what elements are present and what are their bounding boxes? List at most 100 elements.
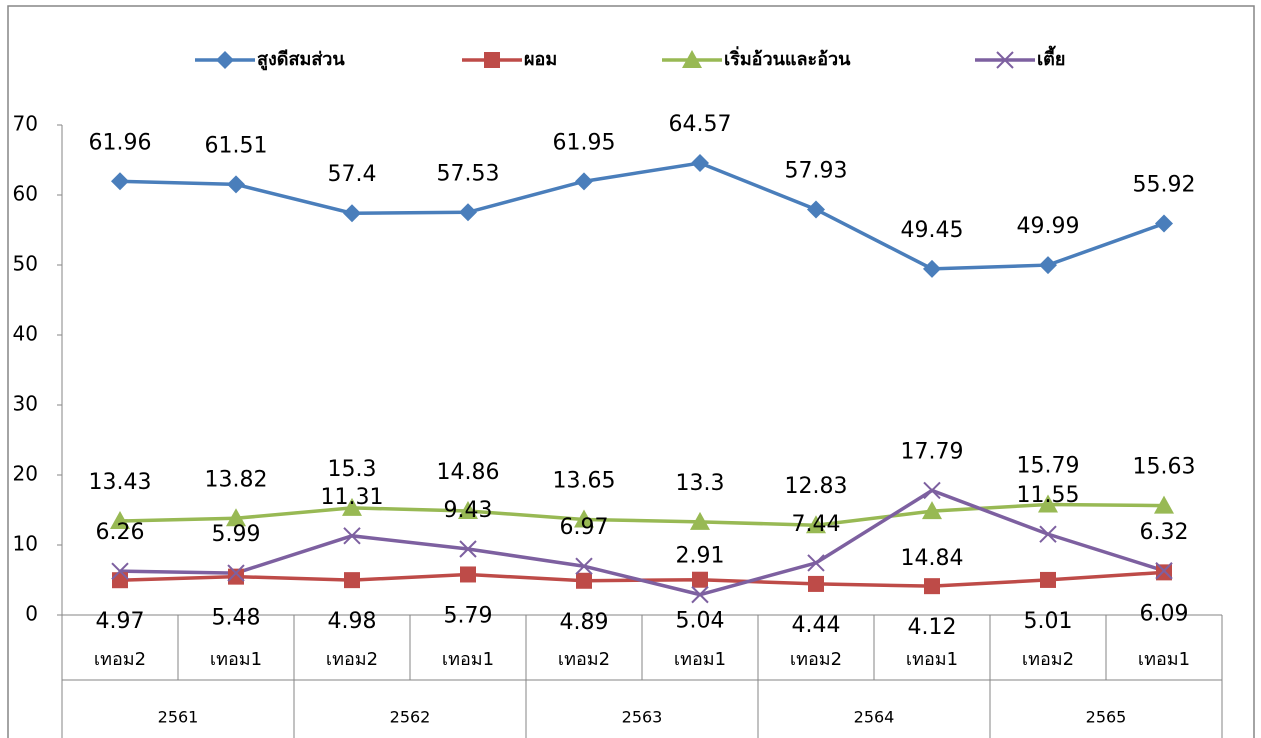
marker: [459, 540, 477, 558]
data-label: 5.48: [212, 606, 261, 631]
y-tick-label: 50: [13, 252, 38, 276]
marker: [576, 572, 592, 589]
x-tick-label: เทอม2: [1022, 649, 1074, 670]
group-label: 2564: [854, 708, 895, 727]
data-label: 2.91: [676, 544, 725, 569]
data-label: 5.04: [676, 609, 725, 634]
legend-label: สูงดีสมส่วน: [257, 49, 345, 71]
marker: [460, 566, 476, 583]
marker: [1154, 495, 1174, 514]
x-tick-label: เทอม1: [442, 649, 494, 670]
data-label: 15.3: [328, 457, 377, 482]
marker: [342, 497, 362, 516]
x-tick-label: เทอม2: [94, 649, 146, 670]
marker: [924, 578, 940, 595]
marker: [227, 564, 245, 582]
marker: [343, 204, 361, 223]
y-tick-label: 60: [13, 182, 38, 206]
marker: [923, 481, 941, 500]
series-line: [119, 502, 1165, 527]
legend-label: ผอม: [524, 49, 557, 70]
marker: [216, 51, 234, 69]
data-label: 55.92: [1133, 173, 1196, 198]
data-label: 17.79: [901, 439, 964, 464]
data-label: 61.95: [553, 130, 616, 155]
data-label: 49.99: [1017, 214, 1080, 239]
marker: [1040, 571, 1056, 588]
data-label: 61.51: [205, 133, 268, 158]
marker: [682, 50, 702, 68]
group-label: 2561: [158, 708, 199, 727]
marker: [692, 571, 708, 588]
data-label: 6.97: [560, 515, 609, 540]
x-tick-label: เทอม2: [326, 649, 378, 670]
marker: [996, 51, 1014, 69]
marker: [343, 527, 361, 545]
data-label: 11.31: [321, 485, 384, 510]
marker: [484, 52, 500, 68]
data-label: 13.3: [676, 471, 725, 496]
data-label: 5.79: [444, 603, 493, 628]
data-label: 6.32: [1140, 520, 1189, 545]
data-label: 14.84: [901, 546, 964, 571]
marker: [112, 572, 128, 589]
series-line: [119, 161, 1165, 271]
data-label: 11.55: [1017, 483, 1080, 508]
marker: [690, 511, 710, 530]
group-label: 2563: [622, 708, 663, 727]
marker: [922, 501, 942, 520]
marker: [1038, 494, 1058, 513]
marker: [691, 585, 709, 604]
data-label: 6.26: [96, 520, 145, 545]
marker: [111, 562, 129, 580]
x-tick-label: เทอม2: [790, 649, 842, 670]
data-label: 4.97: [96, 609, 145, 634]
marker: [808, 575, 824, 592]
marker: [807, 200, 825, 219]
marker: [575, 557, 593, 575]
marker: [923, 259, 941, 278]
y-tick-label: 70: [13, 112, 38, 136]
x-tick-label: เทอม1: [210, 649, 262, 670]
data-label: 9.43: [444, 498, 493, 523]
data-label: 4.98: [328, 609, 377, 634]
data-label: 13.43: [89, 470, 152, 495]
data-label: 61.96: [89, 130, 152, 155]
data-label: 13.82: [205, 467, 268, 492]
marker: [344, 572, 360, 589]
x-tick-label: เทอม2: [558, 649, 610, 670]
marker: [691, 154, 709, 173]
data-label: 6.09: [1140, 601, 1189, 626]
marker: [458, 500, 478, 519]
marker: [459, 203, 477, 222]
x-tick-label: เทอม1: [906, 649, 958, 670]
data-label: 5.99: [212, 522, 261, 547]
x-tick-label: เทอม1: [674, 649, 726, 670]
marker: [111, 172, 129, 191]
data-label: 14.86: [437, 460, 500, 485]
marker: [110, 510, 130, 529]
marker: [226, 508, 246, 527]
marker: [575, 172, 593, 191]
data-label: 4.89: [560, 610, 609, 635]
data-label: 4.44: [792, 613, 841, 638]
y-tick-label: 10: [13, 532, 38, 556]
marker: [1039, 256, 1057, 275]
marker: [1156, 564, 1172, 581]
marker: [1155, 562, 1173, 580]
marker: [574, 509, 594, 528]
data-label: 49.45: [901, 218, 964, 243]
data-label: 57.93: [785, 158, 848, 183]
data-label: 7.44: [792, 512, 841, 537]
marker: [807, 554, 825, 572]
y-tick-label: 40: [13, 322, 38, 346]
y-tick-label: 30: [13, 392, 38, 416]
data-label: 5.01: [1024, 609, 1073, 634]
data-label: 12.83: [785, 474, 848, 499]
y-tick-label: 20: [13, 462, 38, 486]
data-label: 13.65: [553, 468, 616, 493]
marker: [228, 568, 244, 585]
marker: [227, 175, 245, 194]
data-label: 57.53: [437, 161, 500, 186]
